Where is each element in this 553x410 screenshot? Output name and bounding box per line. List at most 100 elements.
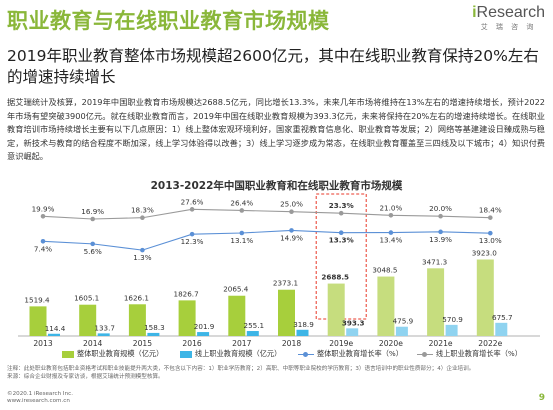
online-growth-point [338, 210, 344, 216]
total-growth-point [338, 230, 344, 236]
bar-total [427, 268, 445, 336]
total-growth-point [438, 229, 443, 235]
bar-online [147, 332, 160, 336]
online-growth-label: 16.9% [81, 207, 104, 216]
bar-total [377, 276, 395, 336]
bar-online [197, 332, 210, 336]
legend-swatch-online-line [417, 351, 433, 358]
total-growth-point [40, 238, 46, 244]
bar-online-label: 201.9 [194, 322, 215, 331]
bar-online-label: 133.7 [94, 323, 115, 332]
total-growth-label: 13.0% [479, 236, 502, 245]
bar-total [278, 289, 295, 336]
footer-copyright: ©2020.1 iResearch Inc. [7, 391, 73, 397]
bar-total-label: 2065.4 [223, 285, 249, 294]
logo-subtext: 艾 瑞 咨 询 [480, 23, 537, 31]
total-growth-point [189, 231, 195, 237]
iresearch-logo: iResearch 艾 瑞 咨 询 [472, 4, 545, 32]
body-paragraph: 据艾瑞统计及核算，2019年中国职业教育市场规模达2688.5亿元，同比增长13… [7, 97, 545, 162]
legend-swatch-online-bar [180, 350, 192, 358]
online-growth-point [40, 213, 46, 219]
total-growth-label: 13.4% [379, 236, 402, 245]
online-growth-point [90, 216, 95, 222]
legend-online-bar: 线上职业教育规模（亿元） [180, 349, 281, 359]
bar-total [228, 295, 246, 336]
x-tick-label: 2017 [232, 339, 251, 348]
online-growth-label: 18.4% [479, 206, 502, 215]
bar-total-label: 1519.4 [24, 295, 50, 304]
bar-total-label: 3048.5 [372, 266, 397, 275]
online-growth-label: 26.4% [230, 198, 253, 207]
total-growth-label: 1.3% [133, 253, 151, 262]
market-size-chart: 1519.4 114.4 2013 1605.1 133.7 2014 1626.1 158.… [18, 193, 540, 348]
bar-total-label: 1626.1 [124, 293, 149, 302]
x-tick-label: 2022e [478, 339, 502, 348]
bar-total-label: 1826.7 [174, 289, 199, 298]
bar-online [445, 324, 458, 336]
page-number: 9 [538, 393, 545, 403]
bar-online-label: 255.1 [244, 321, 265, 330]
online-growth-line [42, 208, 491, 220]
online-growth-point [140, 215, 145, 221]
total-growth-label: 5.6% [84, 247, 102, 256]
bar-online [97, 333, 110, 336]
bar-online [246, 331, 259, 336]
legend-label: 线上职业教育增长率（%） [436, 349, 522, 358]
bar-online-label: 393.3 [342, 318, 365, 327]
logo-wordmark: iResearch [472, 4, 545, 21]
total-growth-label: 13.1% [230, 236, 253, 245]
bar-total-label: 2688.5 [321, 273, 349, 282]
bar-total-label: 3471.3 [422, 257, 447, 266]
x-tick-label: 2016 [182, 339, 201, 348]
online-growth-point [488, 215, 493, 220]
legend-swatch-total-line [298, 351, 314, 358]
page-subtitle: 2019年职业教育整体市场规模超2600亿元，其中在线职业教育保持20%左右的增… [7, 47, 539, 86]
x-tick-label: 2021e [429, 339, 453, 348]
bar-online-label: 114.4 [45, 324, 66, 333]
legend-label: 整体职业教育规模（亿元） [77, 349, 164, 358]
bar-online [346, 328, 359, 336]
bar-online [296, 329, 309, 336]
bar-total [327, 283, 345, 336]
bar-online-label: 158.3 [144, 323, 165, 332]
bar-total [178, 300, 196, 336]
bar-total [128, 304, 146, 336]
chart-legend: 整体职业教育规模（亿元） 线上职业教育规模（亿元） 整体职业教育增长率（%） 线… [62, 349, 542, 361]
online-growth-point [438, 213, 443, 219]
online-growth-point [239, 208, 245, 213]
total-growth-point [289, 228, 294, 233]
bar-online [48, 333, 60, 336]
bar-total-label: 3923.0 [472, 249, 498, 258]
bar-total [79, 304, 97, 336]
page-title: 职业教育与在线职业教育市场规模 [7, 9, 330, 33]
total-growth-point [140, 247, 145, 253]
online-growth-label: 23.3% [329, 201, 354, 210]
bar-online [395, 326, 408, 336]
x-tick-label: 2019e [329, 339, 353, 348]
bar-online-label: 318.9 [293, 320, 314, 329]
bar-total-label: 2373.1 [273, 279, 298, 288]
total-growth-point [488, 230, 493, 236]
total-growth-point [90, 241, 95, 247]
legend-swatch-total-bar [62, 350, 74, 358]
x-tick-label: 2015 [133, 339, 152, 348]
legend-total-bar: 整体职业教育规模（亿元） [62, 349, 163, 359]
footer-website: www.iresearch.com.cn [7, 398, 70, 404]
x-tick-label: 2020e [379, 339, 403, 348]
bar-total-label: 1605.1 [74, 294, 99, 303]
online-growth-point [189, 207, 195, 212]
online-growth-label: 27.6% [181, 197, 204, 206]
online-growth-point [388, 213, 394, 218]
bar-total [29, 306, 47, 336]
online-growth-label: 18.3% [131, 206, 154, 215]
total-growth-point [239, 230, 245, 236]
total-growth-label: 12.3% [181, 237, 204, 246]
legend-label: 线上职业教育规模（亿元） [195, 349, 282, 358]
chart-notes: 注释：此处职业教育包括职业资格考试和职业技能提升两大类，不包含以下内容：1）职业… [7, 365, 537, 381]
footer: ©2020.1 iResearch Inc. www.iresearch.com… [7, 391, 73, 405]
online-growth-label: 19.9% [32, 204, 55, 213]
x-tick-label: 2018 [282, 339, 301, 348]
total-growth-line [42, 229, 491, 251]
chart-title: 2013-2022年中国职业教育和在线职业教育市场规模 [150, 180, 403, 192]
legend-online-line: 线上职业教育增长率（%） [417, 349, 522, 359]
